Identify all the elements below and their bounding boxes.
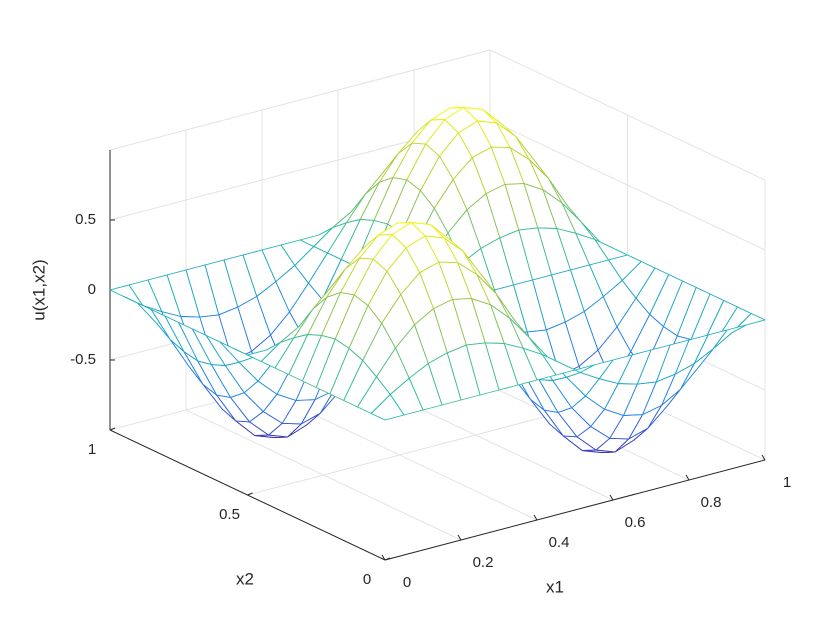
y-tick-label: 0 xyxy=(363,571,371,588)
x-tick-label: 0.8 xyxy=(701,494,722,511)
y-tick xyxy=(384,557,391,561)
x-tick xyxy=(761,454,766,461)
z-tick-label: 0.5 xyxy=(75,211,96,228)
mesh-cell xyxy=(370,394,405,421)
x-tick xyxy=(685,474,690,481)
x-tick xyxy=(381,554,386,561)
y-tick xyxy=(247,492,253,496)
y-axis-label: x2 xyxy=(236,569,254,588)
z-tick-label: 0 xyxy=(88,281,96,298)
z-axis-label: u(x1,x2) xyxy=(29,259,48,320)
grid-line xyxy=(489,119,766,251)
x-tick-label: 0 xyxy=(403,574,411,591)
x-axis-label: x1 xyxy=(546,577,564,596)
x-tick-label: 0.4 xyxy=(549,534,570,551)
x-tick-label: 1 xyxy=(783,474,791,491)
y-tick-label: 1 xyxy=(88,441,96,458)
x-tick-label: 0.6 xyxy=(625,514,646,531)
x-tick xyxy=(533,514,538,521)
x-tick xyxy=(457,534,462,541)
x-tick xyxy=(609,494,614,501)
x-tick-label: 0.2 xyxy=(473,554,494,571)
y-tick-label: 0.5 xyxy=(219,506,240,523)
grid-line xyxy=(489,49,766,181)
x-axis xyxy=(384,459,766,561)
grid-line xyxy=(109,49,491,151)
z-tick-label: -0.5 xyxy=(70,351,96,368)
y-tick xyxy=(109,427,116,431)
